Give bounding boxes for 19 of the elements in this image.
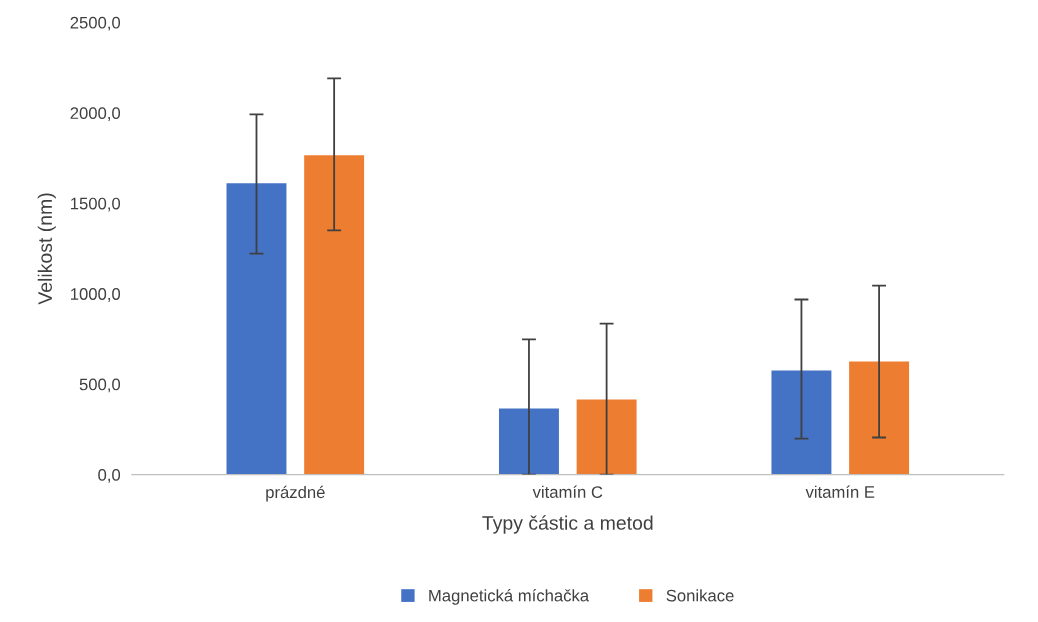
y-tick-label: 500,0 (79, 378, 121, 393)
bar (498, 408, 559, 475)
x-tick-label: prázdné (266, 485, 325, 502)
x-tick-label: vitamín C (532, 485, 603, 498)
y-tick-label: 1000,0 (71, 288, 121, 302)
x-tick-label: vitamín E (805, 485, 875, 498)
bar (226, 183, 287, 475)
bar (576, 399, 637, 475)
y-tick-label: 0,0 (98, 468, 121, 483)
y-tick-label: 2000,0 (70, 107, 121, 121)
bar (304, 155, 365, 475)
bar (849, 361, 910, 475)
legend-label: Magnetická míchačka (429, 589, 590, 605)
x-axis-title: Typy částic a metod (482, 515, 653, 534)
y-axis-title: Velikost (nm) (37, 193, 56, 305)
legend-label: Sonikace (666, 589, 734, 602)
bar (771, 370, 832, 475)
y-tick-label: 2500,0 (70, 16, 121, 31)
y-tick-label: 1500,0 (71, 197, 121, 212)
